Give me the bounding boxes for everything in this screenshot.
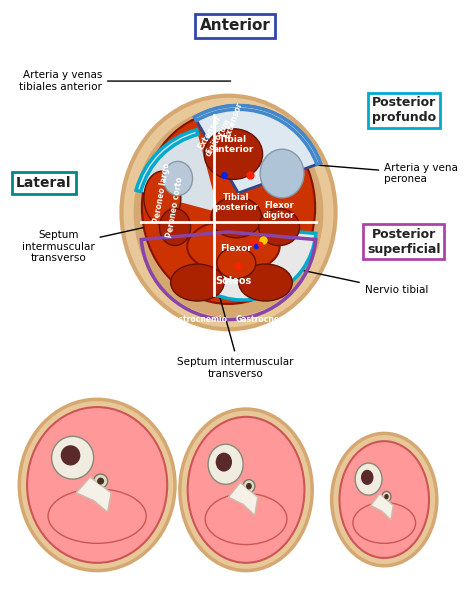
Ellipse shape xyxy=(134,108,323,317)
Ellipse shape xyxy=(187,220,280,273)
Ellipse shape xyxy=(260,149,304,198)
Text: Tibial
posterior: Tibial posterior xyxy=(214,193,258,213)
Ellipse shape xyxy=(332,434,437,566)
Ellipse shape xyxy=(208,444,243,484)
Ellipse shape xyxy=(205,493,287,545)
Ellipse shape xyxy=(94,474,108,488)
Text: Septum intermuscular
transverso: Septum intermuscular transverso xyxy=(177,358,293,379)
Ellipse shape xyxy=(19,399,175,571)
Ellipse shape xyxy=(216,452,232,472)
Ellipse shape xyxy=(259,208,300,246)
Text: Posterior
profundo: Posterior profundo xyxy=(372,96,436,124)
Text: Peroneo largo: Peroneo largo xyxy=(153,162,172,224)
Ellipse shape xyxy=(48,489,146,544)
Wedge shape xyxy=(196,227,316,300)
Ellipse shape xyxy=(142,111,315,304)
Ellipse shape xyxy=(243,480,255,493)
Ellipse shape xyxy=(239,264,292,301)
Ellipse shape xyxy=(164,161,192,196)
Ellipse shape xyxy=(384,494,389,500)
Ellipse shape xyxy=(211,197,262,238)
Text: Posterior
superficial: Posterior superficial xyxy=(367,228,440,255)
Polygon shape xyxy=(76,477,111,512)
Ellipse shape xyxy=(246,483,252,489)
Text: Tibial
anterior: Tibial anterior xyxy=(213,135,254,154)
Text: Septum
intermuscular
transverso: Septum intermuscular transverso xyxy=(22,228,143,263)
Ellipse shape xyxy=(217,248,256,278)
Ellipse shape xyxy=(27,407,167,563)
Ellipse shape xyxy=(159,208,191,246)
Text: Gastrocnemio: Gastrocnemio xyxy=(167,315,228,324)
Text: Flexor: Flexor xyxy=(220,244,252,253)
Ellipse shape xyxy=(180,409,312,571)
Ellipse shape xyxy=(188,417,304,563)
Text: Arteria y vena
peronea: Arteria y vena peronea xyxy=(304,162,458,184)
Text: Soleos: Soleos xyxy=(215,275,252,286)
Ellipse shape xyxy=(52,436,94,479)
Ellipse shape xyxy=(361,470,374,485)
Text: Peroneo corto: Peroneo corto xyxy=(165,176,185,239)
Wedge shape xyxy=(136,130,219,213)
Ellipse shape xyxy=(97,478,104,484)
Ellipse shape xyxy=(382,492,391,502)
Ellipse shape xyxy=(144,171,181,225)
Text: Anterior: Anterior xyxy=(200,18,271,33)
Ellipse shape xyxy=(121,95,336,329)
Ellipse shape xyxy=(353,503,416,544)
Polygon shape xyxy=(371,493,393,520)
Text: Gastrocnemio: Gastrocnemio xyxy=(236,315,295,324)
Polygon shape xyxy=(228,483,258,515)
Text: Flexor
digitor: Flexor digitor xyxy=(263,201,295,220)
Ellipse shape xyxy=(171,264,224,301)
Ellipse shape xyxy=(61,445,80,466)
Ellipse shape xyxy=(355,463,382,495)
Text: Lateral: Lateral xyxy=(16,176,72,190)
Text: Nervio tibial: Nervio tibial xyxy=(285,266,428,295)
Ellipse shape xyxy=(339,441,429,558)
Wedge shape xyxy=(194,106,320,193)
Text: Extensor
digitorum: Extensor digitorum xyxy=(195,111,233,158)
Ellipse shape xyxy=(204,129,263,179)
Text: Arteria y venas
tibiales anterior: Arteria y venas tibiales anterior xyxy=(19,70,231,92)
Text: Extensor: Extensor xyxy=(223,100,244,140)
